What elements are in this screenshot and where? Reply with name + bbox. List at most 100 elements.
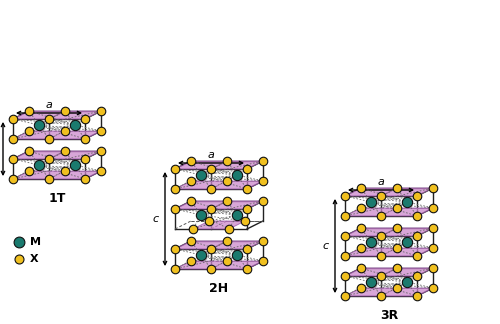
Point <box>393 245 401 250</box>
Point <box>341 253 349 259</box>
Polygon shape <box>345 248 433 256</box>
Point <box>403 199 411 204</box>
Point <box>207 266 215 272</box>
Point <box>45 136 53 142</box>
Point <box>171 167 179 172</box>
Point <box>233 252 241 258</box>
Polygon shape <box>345 188 433 196</box>
Point <box>243 206 251 212</box>
Point <box>61 148 69 154</box>
Point <box>233 213 241 218</box>
Polygon shape <box>345 208 433 216</box>
Point <box>259 238 267 244</box>
Point <box>241 218 249 224</box>
Point <box>61 128 69 133</box>
Point <box>393 205 401 211</box>
Point <box>393 185 401 191</box>
Polygon shape <box>175 161 263 169</box>
Polygon shape <box>13 131 101 139</box>
Point <box>223 179 231 184</box>
Point <box>367 239 375 245</box>
Point <box>9 156 17 162</box>
Point <box>413 233 421 238</box>
Point <box>367 279 375 284</box>
Point <box>259 179 267 184</box>
Point <box>377 214 385 219</box>
Point <box>15 256 23 261</box>
Point <box>171 266 179 272</box>
Point <box>357 265 365 271</box>
Point <box>429 185 437 191</box>
Point <box>207 247 215 252</box>
Polygon shape <box>175 201 263 209</box>
Point <box>243 186 251 191</box>
Point <box>35 122 43 128</box>
Point <box>357 205 365 211</box>
Point <box>259 259 267 264</box>
Point <box>243 266 251 272</box>
Polygon shape <box>345 228 433 236</box>
Polygon shape <box>175 241 263 249</box>
Point <box>429 226 437 231</box>
Point <box>197 213 205 218</box>
Point <box>45 176 53 181</box>
Point <box>187 259 195 264</box>
Point <box>377 294 385 299</box>
Point <box>377 253 385 259</box>
Point <box>357 245 365 250</box>
Point <box>223 198 231 203</box>
Point <box>197 172 205 178</box>
Point <box>61 168 69 174</box>
Point <box>377 273 385 279</box>
Point <box>81 156 89 162</box>
Point <box>429 265 437 271</box>
Point <box>413 253 421 259</box>
Point <box>259 198 267 203</box>
Point <box>71 122 79 128</box>
Point <box>341 214 349 219</box>
Point <box>223 158 231 164</box>
Point <box>357 226 365 231</box>
Point <box>403 239 411 245</box>
Point <box>393 265 401 271</box>
Point <box>81 116 89 122</box>
Point <box>259 158 267 164</box>
Point <box>341 273 349 279</box>
Text: M: M <box>30 237 41 247</box>
Point <box>171 186 179 191</box>
Point <box>187 238 195 244</box>
Polygon shape <box>13 151 101 159</box>
Point <box>225 226 233 232</box>
Point <box>187 198 195 203</box>
Point <box>45 156 53 162</box>
Point <box>81 176 89 181</box>
Point <box>9 136 17 142</box>
Text: $a$: $a$ <box>207 150 215 160</box>
Point <box>341 294 349 299</box>
Point <box>171 206 179 212</box>
Point <box>429 285 437 291</box>
Point <box>223 259 231 264</box>
Text: $a$: $a$ <box>45 100 53 110</box>
Point <box>189 226 197 232</box>
Point <box>97 128 105 133</box>
Polygon shape <box>13 111 101 119</box>
Point <box>81 136 89 142</box>
Point <box>207 167 215 172</box>
Point <box>61 109 69 114</box>
Point <box>25 168 33 174</box>
Point <box>413 193 421 199</box>
Point <box>171 247 179 252</box>
Point <box>9 116 17 122</box>
Point <box>207 186 215 191</box>
Point <box>9 176 17 181</box>
Text: 1T: 1T <box>48 192 66 205</box>
Point <box>243 167 251 172</box>
Point <box>357 185 365 191</box>
Point <box>25 109 33 114</box>
Point <box>223 238 231 244</box>
Polygon shape <box>345 288 433 296</box>
Point <box>233 172 241 178</box>
Text: X: X <box>30 254 38 264</box>
Point <box>97 109 105 114</box>
